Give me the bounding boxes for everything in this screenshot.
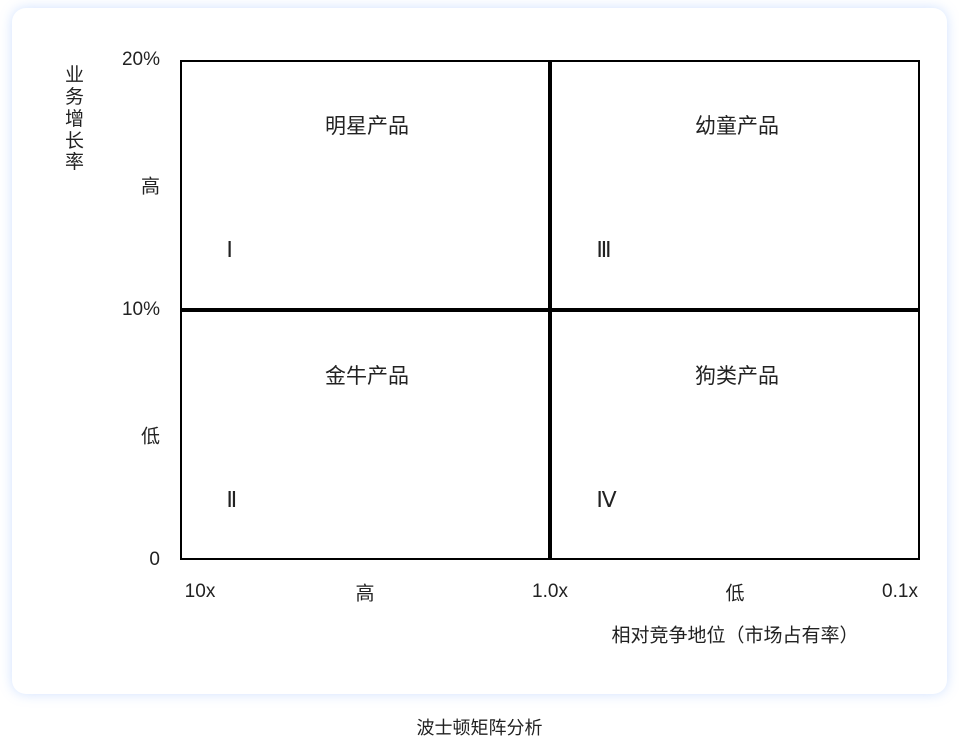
quadrant-star: 明星产品 Ⅰ xyxy=(180,60,550,310)
quadrant-star-numeral: Ⅰ xyxy=(226,237,233,263)
quadrant-question-title: 幼童产品 xyxy=(695,110,779,140)
x-tick-right: 0.1x xyxy=(882,581,918,603)
figure-caption: 波士顿矩阵分析 xyxy=(0,714,959,740)
y-tick-bottom: 0 xyxy=(149,549,160,571)
x-low-label: 低 xyxy=(725,579,744,606)
y-tick-mid: 10% xyxy=(122,299,160,321)
y-high-label: 高 xyxy=(141,172,160,199)
quadrant-star-title: 明星产品 xyxy=(325,110,409,140)
x-axis-label: 相对竞争地位（市场占有率） xyxy=(611,621,858,648)
quadrant-cashcow-numeral: Ⅱ xyxy=(226,487,237,513)
quadrant-dog: 狗类产品 Ⅳ xyxy=(550,310,920,560)
y-tick-top: 20% xyxy=(122,49,160,71)
quadrant-question-numeral: Ⅲ xyxy=(596,237,611,263)
y-low-label: 低 xyxy=(141,422,160,449)
quadrant-cashcow-title: 金牛产品 xyxy=(325,360,409,390)
x-high-label: 高 xyxy=(355,579,374,606)
x-tick-left: 10x xyxy=(185,581,216,603)
quadrant-dog-numeral: Ⅳ xyxy=(596,487,616,513)
y-axis-label: 业务增长率 xyxy=(65,65,84,174)
x-tick-mid: 1.0x xyxy=(532,581,568,603)
quadrant-question: 幼童产品 Ⅲ xyxy=(550,60,920,310)
quadrant-cashcow: 金牛产品 Ⅱ xyxy=(180,310,550,560)
quadrant-dog-title: 狗类产品 xyxy=(695,360,779,390)
